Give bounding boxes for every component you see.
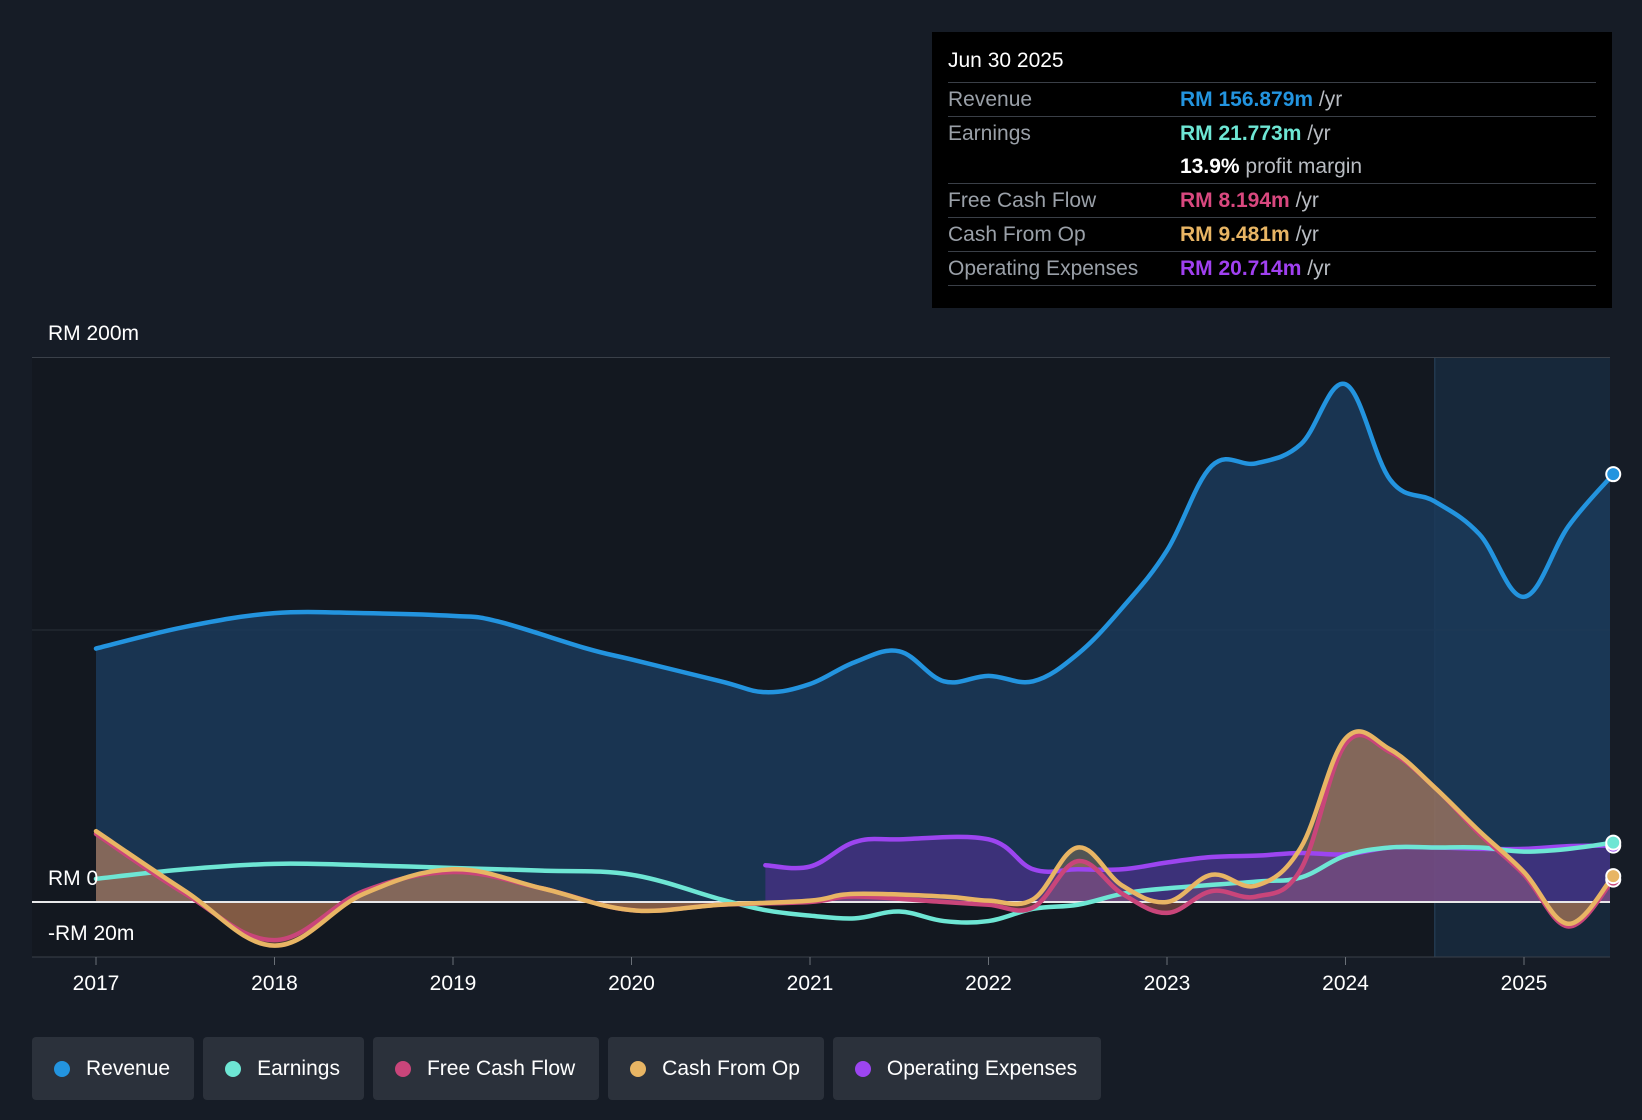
tooltip-value: RM 21.773m xyxy=(1180,122,1302,145)
x-tick-label: 2021 xyxy=(787,972,834,995)
free-cash-flow-area xyxy=(96,734,1610,941)
x-tick-label: 2025 xyxy=(1501,972,1548,995)
revenue-line xyxy=(93,381,1610,695)
tooltip-unit: /yr xyxy=(1307,257,1331,280)
x-tick-label: 2023 xyxy=(1144,972,1191,995)
tooltip-row-earnings: Earnings RM 21.773m /yr xyxy=(948,117,1596,150)
tooltip-row-revenue: Revenue RM 156.879m /yr xyxy=(948,83,1596,117)
legend-item-cash-from-op[interactable]: Cash From Op xyxy=(608,1037,824,1100)
tooltip: Jun 30 2025 Revenue RM 156.879m /yr Earn… xyxy=(932,32,1612,308)
tooltip-row-fcf: Free Cash Flow RM 8.194m /yr xyxy=(948,184,1596,218)
tooltip-row-opex: Operating Expenses RM 20.714m /yr xyxy=(948,252,1596,286)
legend: Revenue Earnings Free Cash Flow Cash Fro… xyxy=(32,1037,1102,1100)
x-tick-label: 2019 xyxy=(430,972,477,995)
tooltip-date: Jun 30 2025 xyxy=(948,46,1596,83)
tooltip-value: RM 9.481m xyxy=(1180,223,1290,246)
operating-expenses-dot-icon xyxy=(854,1060,871,1077)
legend-item-operating-expenses[interactable]: Operating Expenses xyxy=(832,1037,1102,1100)
tooltip-label: Earnings xyxy=(948,122,1031,145)
x-tick-label: 2024 xyxy=(1322,972,1369,995)
free-cash-flow-dot-icon xyxy=(394,1060,411,1077)
tooltip-unit: /yr xyxy=(1295,189,1319,212)
revenue-endpoint xyxy=(1605,466,1622,483)
revenue-dot-icon xyxy=(54,1060,70,1077)
y-label-top: RM 200m xyxy=(48,322,139,345)
y-label-zero: RM 0 xyxy=(48,867,98,890)
earnings-dot-icon xyxy=(225,1060,242,1077)
tooltip-unit: profit margin xyxy=(1245,155,1363,178)
revenue-area xyxy=(96,383,1610,902)
tooltip-value: RM 8.194m xyxy=(1180,189,1290,212)
legend-label: Earnings xyxy=(257,1056,340,1080)
x-tick-label: 2018 xyxy=(251,972,298,995)
tooltip-value: RM 20.714m xyxy=(1180,257,1302,280)
tooltip-label: Free Cash Flow xyxy=(948,189,1097,212)
legend-label: Free Cash Flow xyxy=(426,1056,576,1080)
legend-item-free-cash-flow[interactable]: Free Cash Flow xyxy=(372,1037,600,1100)
legend-item-earnings[interactable]: Earnings xyxy=(203,1037,364,1100)
tooltip-label xyxy=(948,150,1180,183)
legend-label: Revenue xyxy=(86,1056,171,1080)
operating-expenses-area xyxy=(765,836,1610,902)
tooltip-unit: /yr xyxy=(1295,223,1319,246)
legend-label: Cash From Op xyxy=(662,1056,800,1080)
tooltip-unit: /yr xyxy=(1307,122,1331,145)
tooltip-value: 13.9% xyxy=(1180,155,1240,178)
tooltip-row-margin: 13.9% profit margin xyxy=(948,150,1596,184)
cash-from-op-line xyxy=(93,729,1610,948)
x-tick-label: 2020 xyxy=(608,972,655,995)
tooltip-value: RM 156.879m xyxy=(1180,88,1314,111)
earnings-endpoint xyxy=(1605,834,1622,851)
tooltip-row-cfo: Cash From Op RM 9.481m /yr xyxy=(948,218,1596,252)
cash-from-op-endpoint xyxy=(1605,868,1622,885)
tooltip-label: Revenue xyxy=(948,88,1033,111)
x-tick-label: 2022 xyxy=(965,972,1012,995)
cash-from-op-dot-icon xyxy=(630,1060,647,1077)
legend-item-revenue[interactable]: Revenue xyxy=(32,1037,195,1100)
x-tick-label: 2017 xyxy=(73,972,120,995)
legend-label: Operating Expenses xyxy=(886,1056,1078,1080)
tooltip-label: Cash From Op xyxy=(948,223,1086,246)
y-label-bottom: -RM 20m xyxy=(48,922,134,945)
tooltip-label: Operating Expenses xyxy=(948,257,1139,280)
tooltip-unit: /yr xyxy=(1318,88,1343,111)
